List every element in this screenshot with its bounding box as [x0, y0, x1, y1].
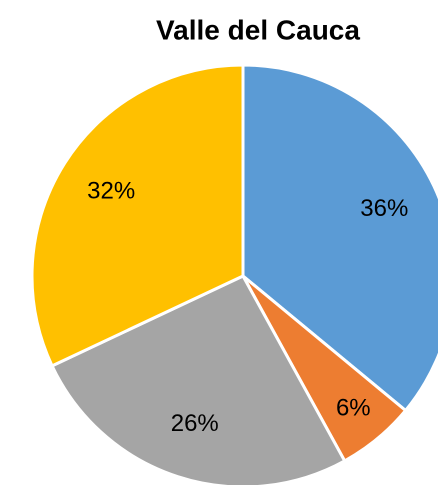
data-label: 26%	[171, 410, 219, 437]
pie-slice	[241, 63, 438, 413]
pie-slice	[50, 274, 347, 485]
pie-slice	[30, 63, 245, 368]
data-label: 6%	[336, 395, 371, 422]
data-label: 36%	[360, 195, 408, 222]
chart-title: Valle del Cauca	[156, 14, 360, 45]
data-label: 32%	[87, 178, 135, 205]
